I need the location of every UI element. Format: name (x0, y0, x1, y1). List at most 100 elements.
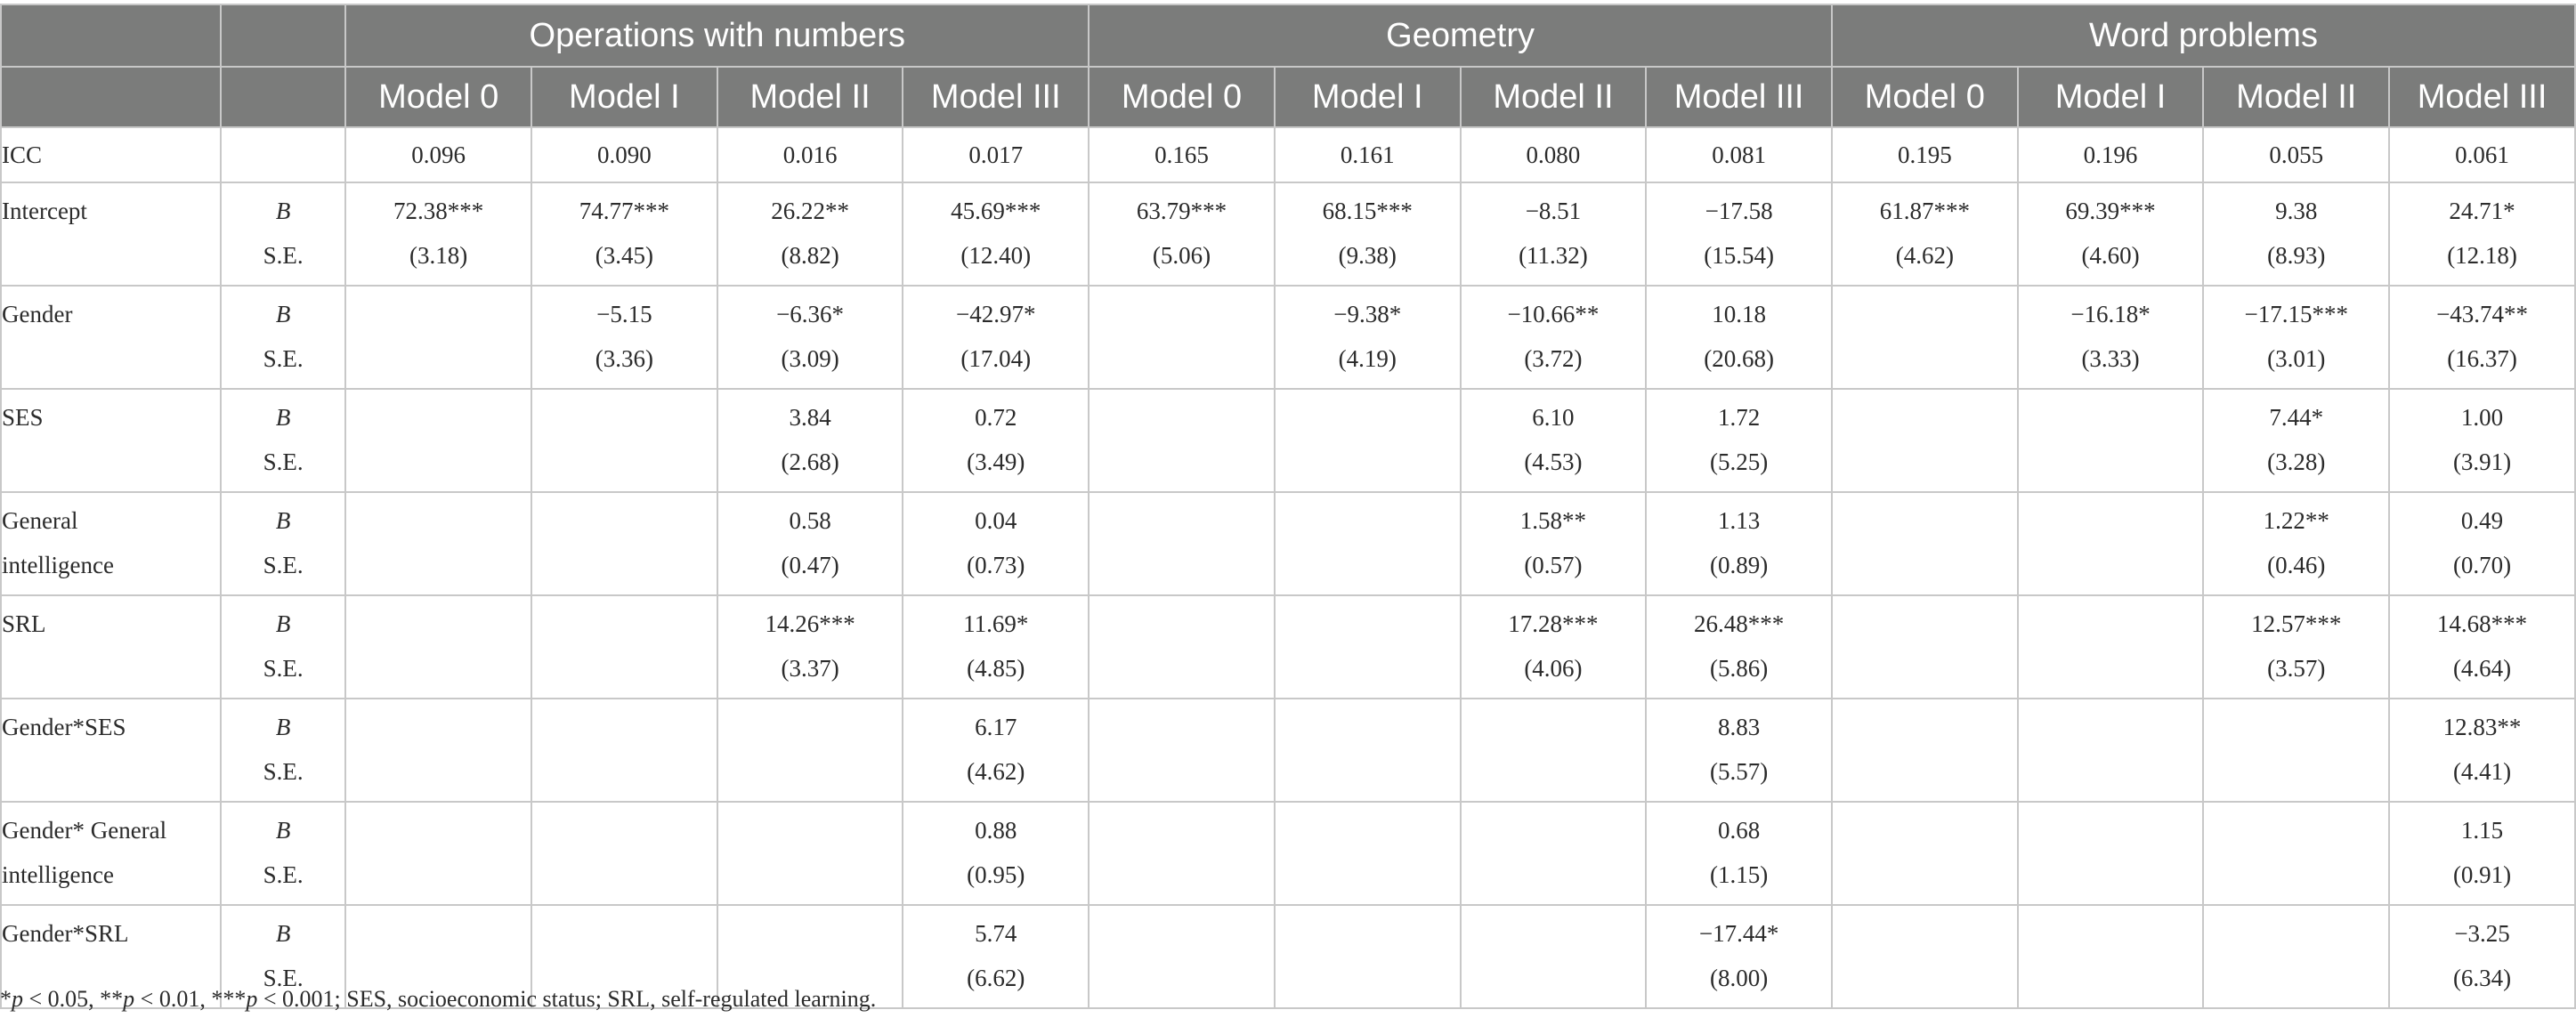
row-label-line: Gender*SRL (2, 920, 129, 947)
coef-b: 0.88 (975, 817, 1017, 844)
coef-se: (3.72) (1524, 345, 1583, 372)
stat-labels: B S.E. (219, 801, 347, 906)
coef-b (1276, 602, 1459, 646)
coef-cell (2016, 594, 2205, 699)
coef-cell (531, 388, 718, 493)
coef-b (1462, 705, 1645, 749)
coef-se: (0.47) (781, 552, 839, 578)
coef-b: 45.69*** (951, 198, 1041, 224)
icc-value: 0.195 (1831, 126, 2019, 183)
stat-labels: B S.E. (219, 698, 347, 803)
coef-se (1834, 956, 2016, 1000)
coef-b: 14.68*** (2436, 610, 2528, 637)
coef-se: (4.64) (2452, 655, 2512, 682)
stat-labels: B S.E. (219, 285, 347, 390)
icc-value: 0.090 (531, 126, 718, 183)
coef-b (1834, 808, 2016, 852)
coef-b: 69.39*** (2065, 198, 2156, 224)
coef-cell: 0.72 (3.49) (902, 388, 1090, 493)
row-label-line (3, 233, 219, 278)
coef-se (2020, 543, 2202, 587)
coef-b: 12.57*** (2251, 610, 2342, 637)
coef-se (1276, 852, 1459, 897)
header-group-operations: Operations with numbers (344, 4, 1090, 68)
stat-label-b: B (275, 610, 291, 637)
coef-cell: 7.44* (3.28) (2202, 388, 2391, 493)
header-group-geometry: Geometry (1088, 4, 1833, 68)
header-blank-label (0, 4, 222, 68)
coef-cell: 0.88 (0.95) (902, 801, 1090, 906)
stat-label-se: S.E. (263, 448, 304, 475)
coef-se (1090, 440, 1273, 484)
coef-cell: −17.58 (15.54) (1645, 182, 1833, 287)
coef-se (1834, 749, 2016, 794)
coef-se: (12.18) (2447, 242, 2517, 269)
coef-se (1462, 956, 1645, 1000)
coef-se (1276, 440, 1459, 484)
coef-cell: 11.69* (4.85) (902, 594, 1090, 699)
coef-se (1276, 543, 1459, 587)
coef-se: (3.01) (2267, 345, 2326, 372)
coef-b: 63.79*** (1136, 198, 1227, 224)
coef-b: −3.25 (2454, 920, 2510, 947)
coef-cell (1273, 388, 1462, 493)
coef-se: (1.15) (1710, 861, 1769, 888)
coef-cell (1088, 285, 1276, 390)
coef-cell: 10.18 (20.68) (1645, 285, 1833, 390)
header-model: Model I (2016, 66, 2205, 128)
coef-cell: 0.49 (0.70) (2388, 491, 2576, 596)
footnote-star: * (0, 986, 12, 1012)
coef-se: (3.57) (2267, 655, 2326, 682)
stat-labels: B S.E. (219, 491, 347, 596)
coef-se: (4.85) (967, 655, 1025, 682)
coef-b: −17.15*** (2244, 301, 2348, 327)
coef-cell: 12.57*** (3.57) (2202, 594, 2391, 699)
coef-se: (3.45) (595, 242, 653, 269)
coef-cell: 14.68*** (4.64) (2388, 594, 2576, 699)
row-label-line: Gender* General (2, 817, 167, 844)
stat-labels: B S.E. (219, 388, 347, 493)
coef-cell: −5.15 (3.36) (531, 285, 718, 390)
coef-b (347, 808, 530, 852)
icc-value: 0.196 (2016, 126, 2205, 183)
coef-b (533, 498, 716, 543)
coef-cell (1273, 904, 1462, 1009)
coef-b: 1.22** (2263, 507, 2329, 534)
row-label-line: intelligence (2, 552, 114, 578)
stat-label-se: S.E. (263, 655, 304, 682)
coef-cell (1831, 491, 2019, 596)
coef-b (2020, 498, 2202, 543)
coef-cell (344, 904, 533, 1009)
footnote-text-3: < 0.001; SES, socioeconomic status; SRL,… (257, 986, 877, 1012)
table-row: Gender*SRL B S.E. 5.74 (6.62) −17.44* (8.00) −3… (0, 904, 2576, 1009)
coef-b: 68.15*** (1322, 198, 1413, 224)
coef-se (2020, 956, 2202, 1000)
coef-se (1090, 646, 1273, 691)
coef-cell: 5.74 (6.62) (902, 904, 1090, 1009)
coef-cell: −3.25 (6.34) (2388, 904, 2576, 1009)
coef-b: 7.44* (2269, 404, 2324, 431)
coef-b (1090, 602, 1273, 646)
header-blank-stat (219, 66, 347, 128)
coef-se: (4.62) (967, 758, 1025, 785)
coef-se (719, 852, 902, 897)
row-label-line: Gender (2, 301, 73, 327)
coef-b (719, 705, 902, 749)
coef-cell: 1.13 (0.89) (1645, 491, 1833, 596)
coef-se (2020, 749, 2202, 794)
coef-b: 6.17 (975, 714, 1017, 740)
coef-se (347, 852, 530, 897)
table-row: Intercept B S.E. 72.38*** (3.18) 74.77*** (3.4… (0, 182, 2576, 287)
stat-labels: B S.E. (219, 594, 347, 699)
coef-cell: 6.17 (4.62) (902, 698, 1090, 803)
icc-value: 0.081 (1645, 126, 1833, 183)
row-label-line: Gender*SES (2, 714, 126, 740)
coef-b: −9.38* (1333, 301, 1402, 327)
coef-b: 26.22** (771, 198, 849, 224)
coef-cell: 0.68 (1.15) (1645, 801, 1833, 906)
coef-cell (2016, 388, 2205, 493)
coef-cell: 26.48*** (5.86) (1645, 594, 1833, 699)
coef-cell (1831, 285, 2019, 390)
coef-se (347, 749, 530, 794)
coef-cell: 1.58** (0.57) (1459, 491, 1648, 596)
